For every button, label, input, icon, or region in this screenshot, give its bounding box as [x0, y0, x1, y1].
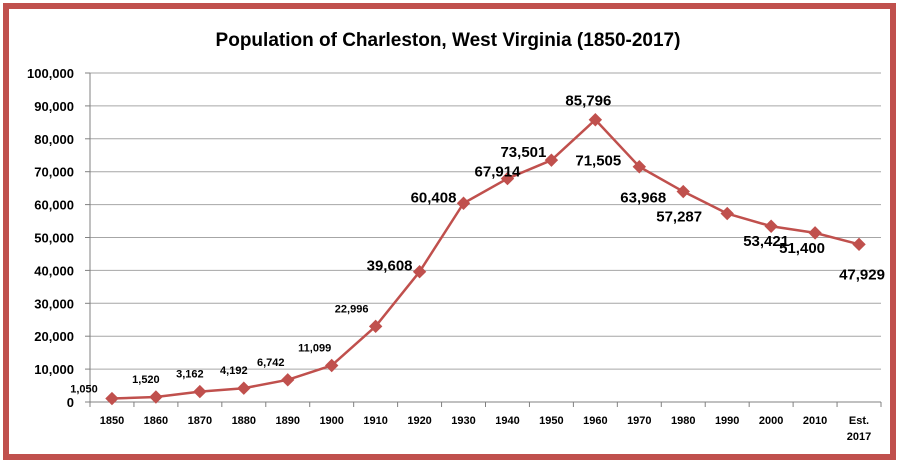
- data-label: 60,408: [411, 189, 457, 206]
- data-label: 63,968: [620, 190, 666, 207]
- data-point: [720, 206, 734, 221]
- data-label: 3,162: [176, 369, 204, 381]
- data-label: 71,505: [575, 153, 621, 170]
- data-point: [412, 264, 427, 279]
- data-labels: 1,050 1,520 3,162 4,192 6,742 11,099 22,996 39,…: [70, 93, 885, 396]
- x-tick-label: 1900: [319, 415, 343, 427]
- y-tick-label: 0: [67, 395, 74, 410]
- data-label: 1,520: [132, 374, 160, 386]
- data-point: [456, 196, 471, 210]
- y-tick-label: 30,000: [34, 296, 74, 311]
- chart-border: [3, 3, 896, 460]
- data-label: 85,796: [565, 93, 611, 110]
- x-tick-label: Est. 2017: [847, 415, 871, 443]
- y-tick-label: 20,000: [34, 329, 74, 344]
- series-line: [111, 118, 860, 400]
- axes: [85, 72, 882, 407]
- x-tick-label: 1990: [715, 415, 739, 427]
- data-label: 4,192: [220, 365, 248, 377]
- data-label: 51,400: [779, 240, 825, 257]
- data-point: [105, 391, 119, 406]
- data-label: 53,421: [743, 233, 789, 250]
- y-tick-label: 100,000: [27, 66, 74, 81]
- data-point: [324, 358, 339, 373]
- data-point: [281, 373, 295, 387]
- x-tick-label: 1920: [407, 415, 431, 427]
- gridlines: [90, 72, 881, 370]
- data-point: [193, 384, 207, 399]
- y-tick-label: 10,000: [34, 362, 74, 377]
- data-label: 39,608: [367, 258, 413, 275]
- y-tick-label: 90,000: [34, 99, 74, 114]
- x-tick-label: 2000: [759, 415, 783, 427]
- x-axis-tick-labels: 1850 1860 1870 1880 1890 1900 1910 1920 1930 1940…: [100, 415, 872, 443]
- x-tick-label: 1950: [539, 415, 563, 427]
- x-tick-label: 1890: [276, 415, 300, 427]
- data-point: [500, 171, 515, 186]
- series-population: [105, 113, 866, 406]
- data-point: [237, 381, 251, 395]
- x-tick-label: 1970: [627, 415, 651, 427]
- data-point: [808, 226, 822, 240]
- y-axis-tick-labels: 0 10,000 20,000 30,000 40,000 50,000 60,000 70,…: [27, 66, 74, 410]
- data-label: 11,099: [298, 342, 331, 354]
- data-label: 57,287: [656, 209, 702, 226]
- x-tick-label: 1980: [671, 415, 695, 427]
- x-tick-label: 1850: [100, 415, 124, 427]
- x-tick-label: 1870: [188, 415, 212, 427]
- data-label: 1,050: [70, 384, 98, 396]
- x-tick-label: 1860: [144, 415, 168, 427]
- data-point: [149, 390, 163, 404]
- x-tick-label: 2010: [803, 415, 827, 427]
- data-label: 67,914: [475, 164, 522, 181]
- data-label: 47,929: [839, 266, 885, 283]
- data-point: [588, 113, 603, 127]
- x-tick-label: 1880: [232, 415, 256, 427]
- y-tick-label: 40,000: [34, 263, 74, 278]
- y-tick-label: 80,000: [34, 132, 74, 147]
- x-tick-label: 1960: [583, 415, 607, 427]
- x-tick-label: 1910: [363, 415, 387, 427]
- data-label: 73,501: [500, 144, 546, 161]
- data-point: [544, 153, 559, 167]
- data-point: [368, 319, 383, 334]
- y-tick-label: 50,000: [34, 231, 74, 246]
- data-point: [632, 160, 647, 174]
- x-tick-label: 1940: [495, 415, 519, 427]
- chart-title: Population of Charleston, West Virginia …: [216, 30, 681, 51]
- y-tick-label: 70,000: [34, 165, 74, 180]
- data-label: 22,996: [335, 303, 369, 315]
- data-label: 6,742: [257, 357, 285, 369]
- x-tick-label: 1930: [451, 415, 475, 427]
- data-point: [676, 184, 690, 199]
- data-point: [852, 237, 866, 252]
- data-point: [764, 219, 778, 233]
- y-tick-label: 60,000: [34, 198, 74, 213]
